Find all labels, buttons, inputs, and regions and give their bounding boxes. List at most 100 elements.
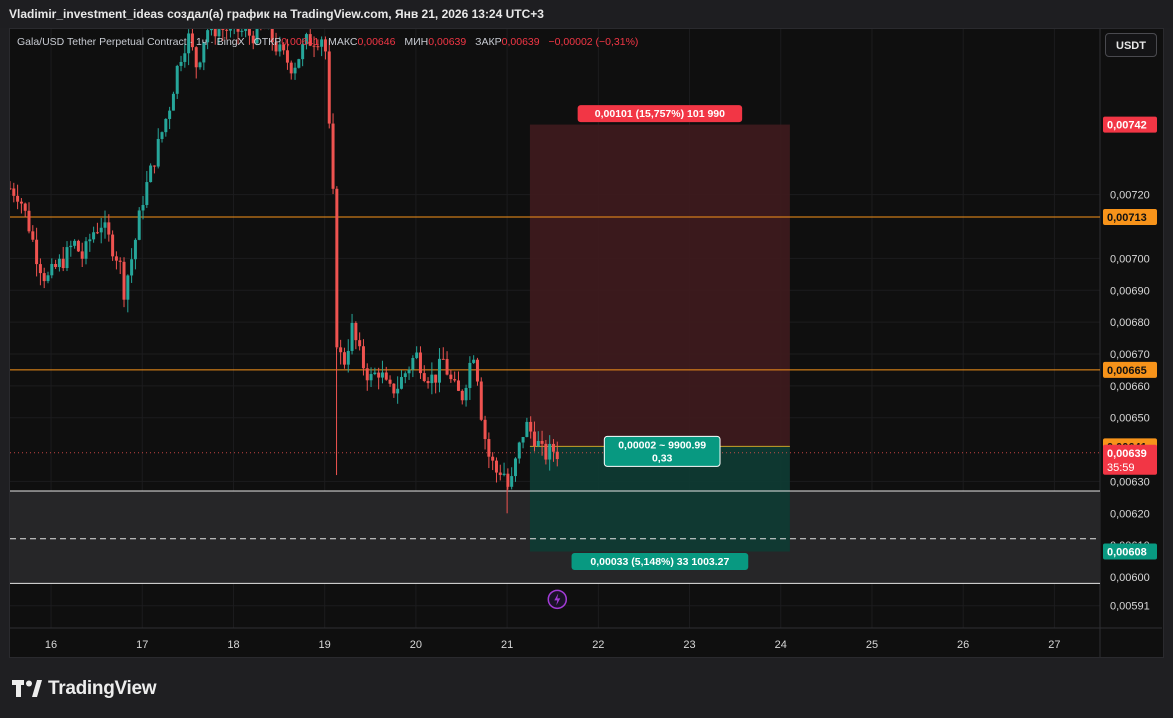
x-tick-label: 23 <box>683 639 695 651</box>
candle-body <box>80 251 84 259</box>
y-tick-label: 0,00620 <box>1110 508 1150 520</box>
close-value: 0,00639 <box>501 36 540 48</box>
x-tick-label: 16 <box>45 639 57 651</box>
x-tick-label: 21 <box>501 639 513 651</box>
symbol-name[interactable]: Gala/USD Tether Perpetual Contract · 1ч … <box>17 36 245 48</box>
candle-body <box>194 47 198 68</box>
candle-body <box>118 260 122 262</box>
candle-body <box>213 29 217 37</box>
y-tick-label: 0,00680 <box>1110 317 1150 329</box>
candle-body <box>479 381 483 420</box>
snapshot-title: Vladimir_investment_ideas создал(а) граф… <box>9 7 544 21</box>
candle-body <box>517 442 521 459</box>
candle-body <box>487 439 491 457</box>
low-value: 0,00639 <box>428 36 467 48</box>
candle-body <box>498 472 502 475</box>
y-tick-label: 0,00660 <box>1110 381 1150 393</box>
candle-body <box>415 352 419 358</box>
y-tick-label: 0,00700 <box>1110 253 1150 265</box>
candle-body <box>225 29 229 31</box>
lightning-icon <box>554 593 561 606</box>
currency-button[interactable]: USDT <box>1105 33 1157 57</box>
target-label-bg <box>571 553 749 571</box>
candle-body <box>289 62 293 74</box>
candle-body <box>130 259 134 276</box>
candle-body <box>217 29 221 37</box>
candle-body <box>411 357 415 370</box>
candle-body <box>27 210 31 232</box>
candle-body <box>206 30 210 43</box>
candle-body <box>426 381 430 384</box>
axis-price-tag: 0,00742 <box>1107 120 1147 132</box>
candle-body <box>16 195 20 202</box>
candle-body <box>502 473 506 475</box>
candle-body <box>61 258 65 269</box>
candle-body <box>137 210 141 240</box>
candle-body <box>149 165 153 183</box>
candle-body <box>354 322 358 341</box>
candle-body <box>468 362 472 388</box>
candle-body <box>23 203 27 211</box>
candle-body <box>434 374 438 383</box>
candle-body <box>346 350 350 365</box>
candle-body <box>247 29 251 36</box>
candle-body <box>422 373 426 382</box>
candle-body <box>392 383 396 394</box>
candle-body <box>494 460 498 473</box>
y-tick-label: 0,00670 <box>1110 349 1150 361</box>
candle-body <box>441 358 445 360</box>
candle-body <box>145 182 149 206</box>
candle-body <box>251 35 255 44</box>
candle-body <box>529 421 533 432</box>
axis-price-tag: 0,00665 <box>1107 365 1147 377</box>
stop-label-text: 0,00101 (15,757%) 101 990 <box>595 108 725 120</box>
candle-body <box>399 377 403 389</box>
candle-body <box>160 132 164 139</box>
candle-body <box>233 20 236 24</box>
target-label: 0,00033 (5,148%) 33 1003.27 <box>571 553 749 571</box>
candle-body <box>323 39 327 52</box>
entry-label-text: 0,33 <box>652 452 673 464</box>
candle-body <box>114 256 118 261</box>
candle-body <box>335 188 339 348</box>
tradingview-logo-icon <box>12 680 42 697</box>
x-tick-label: 26 <box>957 639 969 651</box>
axis-price-tag: 0,00639 <box>1107 448 1147 460</box>
tradingview-logo[interactable]: TradingView <box>12 677 157 701</box>
candle-body <box>88 239 92 242</box>
candle-body <box>179 61 183 66</box>
candle-body <box>202 42 206 63</box>
candle-body <box>282 44 286 51</box>
candle-body <box>532 431 536 447</box>
candle-body <box>525 421 529 437</box>
candle-body <box>152 165 156 167</box>
candle-body <box>327 51 331 124</box>
axis-price-tag: 0,00608 <box>1107 547 1147 559</box>
countdown-timer: 35:59 <box>1107 462 1135 474</box>
symbol-legend: Gala/USD Tether Perpetual Contract · 1ч … <box>17 36 638 48</box>
y-tick-label: 0,00600 <box>1110 572 1150 584</box>
x-tick-label: 22 <box>592 639 604 651</box>
candle-body <box>10 188 12 190</box>
candle-body <box>388 379 392 384</box>
candle-body <box>373 372 377 375</box>
candle-body <box>267 25 270 29</box>
candle-body <box>69 245 73 248</box>
candle-body <box>255 29 259 44</box>
close-label: ЗАКР <box>475 36 502 48</box>
candle-body <box>65 247 69 269</box>
candle-body <box>544 443 548 460</box>
candle-body <box>449 374 453 380</box>
y-tick-label: 0,00650 <box>1110 413 1150 425</box>
candle-body <box>308 34 312 46</box>
x-tick-label: 24 <box>775 639 787 651</box>
candle-body <box>339 347 343 353</box>
candle-body <box>278 44 282 52</box>
candle-body <box>297 59 301 68</box>
candle-body <box>418 352 422 374</box>
y-tick-label: 0,00690 <box>1110 285 1150 297</box>
snapshot-header: Vladimir_investment_ideas создал(а) граф… <box>0 0 1173 28</box>
candle-body <box>361 346 365 369</box>
candle-body <box>540 440 544 444</box>
